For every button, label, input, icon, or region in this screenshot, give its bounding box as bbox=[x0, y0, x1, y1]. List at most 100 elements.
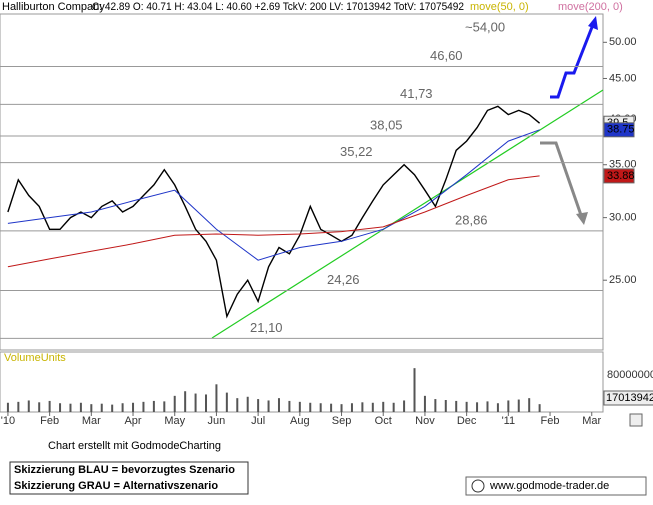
volume-bar bbox=[528, 398, 531, 412]
volume-bar bbox=[382, 401, 385, 412]
blue-arrowhead bbox=[588, 16, 598, 30]
volume-bar bbox=[194, 393, 197, 412]
volume-bar bbox=[486, 401, 489, 412]
website: www.godmode-trader.de bbox=[489, 480, 609, 492]
y-tick-label: 35.00 bbox=[609, 159, 637, 171]
legend-entry: move(200, 0) bbox=[558, 1, 623, 13]
volume-bar bbox=[152, 400, 155, 412]
last-value: 33.88 bbox=[607, 170, 635, 182]
volume-bar bbox=[142, 401, 145, 412]
volume-bar bbox=[340, 404, 343, 412]
volume-bar bbox=[236, 398, 239, 412]
volume-bar bbox=[132, 402, 135, 412]
volume-label: VolumeUnits bbox=[4, 352, 66, 364]
blue-scenario bbox=[550, 21, 596, 99]
volume-bar bbox=[17, 401, 20, 412]
volume-bar bbox=[225, 392, 228, 412]
volume-bar bbox=[517, 399, 520, 412]
volume-bar bbox=[100, 403, 103, 412]
x-tick-label: Oct bbox=[375, 415, 392, 427]
volume-tick-label: 80000000 bbox=[607, 369, 653, 381]
volume-bar bbox=[163, 401, 166, 412]
x-tick-label: Jun bbox=[208, 415, 226, 427]
volume-bar bbox=[173, 395, 176, 412]
level-label: 46,60 bbox=[430, 48, 463, 63]
volume-bar bbox=[496, 403, 499, 412]
volume-bar bbox=[27, 400, 30, 412]
volume-bar bbox=[350, 403, 353, 412]
notes-box bbox=[9, 461, 249, 495]
level-label: 38,05 bbox=[370, 117, 403, 132]
note: Skizzierung GRAU = Alternativszenario bbox=[14, 480, 218, 492]
volume-last-box bbox=[603, 390, 653, 406]
volume-bar bbox=[413, 368, 416, 412]
volume-bar bbox=[6, 402, 9, 412]
x-tick-label: Mar bbox=[82, 415, 101, 427]
volume-bar bbox=[476, 402, 479, 412]
volume-bar bbox=[90, 404, 93, 412]
trendline bbox=[211, 89, 604, 339]
grey-arrowhead bbox=[576, 212, 588, 225]
volume-bar bbox=[444, 400, 447, 412]
volume-bar bbox=[48, 400, 51, 412]
volume-panel bbox=[0, 351, 604, 413]
x-tick-label: Feb bbox=[541, 415, 560, 427]
level-label: 28,86 bbox=[455, 212, 488, 227]
grey-scenario bbox=[540, 141, 584, 219]
level-label: 41,73 bbox=[400, 86, 433, 101]
y-tick-label: 30.00 bbox=[609, 212, 637, 224]
target-label: ~54,00 bbox=[465, 19, 505, 34]
volume-bar bbox=[288, 400, 291, 412]
volume-bar bbox=[205, 394, 208, 412]
level-label: 21,10 bbox=[250, 320, 283, 335]
volume-last: 17013942 bbox=[606, 392, 653, 404]
volume-bar bbox=[455, 400, 458, 412]
volume-bar bbox=[111, 404, 114, 412]
volume-bar bbox=[361, 402, 364, 412]
footer: Chart erstellt mit GodmodeCharting bbox=[48, 440, 221, 452]
volume-bar bbox=[215, 384, 218, 412]
volume-bar bbox=[538, 404, 541, 412]
volume-bar bbox=[267, 400, 270, 412]
volume-bar bbox=[184, 391, 187, 412]
volume-bar bbox=[465, 401, 468, 412]
scroll-button[interactable] bbox=[629, 413, 643, 427]
volume-bar bbox=[403, 400, 406, 412]
volume-bar bbox=[69, 403, 72, 412]
volume-bar bbox=[319, 403, 322, 412]
volume-bar bbox=[59, 403, 62, 412]
x-tick-label: Apr bbox=[124, 415, 141, 427]
volume-bar bbox=[423, 395, 426, 412]
volume-bar bbox=[277, 398, 280, 412]
legend-entry: move(50, 0) bbox=[470, 1, 529, 13]
x-tick-label: Dec bbox=[457, 415, 477, 427]
y-tick-label: 45.00 bbox=[609, 72, 637, 84]
series-line bbox=[7, 175, 540, 268]
x-tick-label: Jul bbox=[251, 415, 265, 427]
last-value-box bbox=[603, 168, 635, 184]
volume-bar bbox=[38, 402, 41, 412]
volume-bar bbox=[434, 399, 437, 412]
last-value-box bbox=[603, 122, 635, 138]
volume-bar bbox=[257, 399, 260, 412]
x-tick-label: May bbox=[164, 415, 185, 427]
volume-bar bbox=[371, 402, 374, 412]
note: Skizzierung BLAU = bevorzugtes Szenario bbox=[14, 464, 235, 476]
volume-bar bbox=[309, 402, 312, 412]
volume-bar bbox=[79, 402, 82, 412]
volume-bar bbox=[392, 402, 395, 412]
volume-bar bbox=[330, 403, 333, 412]
volume-bar bbox=[298, 401, 301, 412]
price-panel bbox=[0, 13, 604, 351]
level-label: 24,26 bbox=[327, 272, 360, 287]
y-tick-label: 50.00 bbox=[609, 36, 637, 48]
title: Halliburton Company bbox=[2, 1, 105, 13]
logo-icon bbox=[471, 479, 485, 493]
volume-bar bbox=[121, 403, 124, 412]
x-tick-label: '10 bbox=[1, 415, 15, 427]
x-tick-label: '11 bbox=[502, 415, 516, 427]
last-value: 38.75 bbox=[607, 124, 635, 136]
quote: C: 42.89 O: 40.71 H: 43.04 L: 40.60 +2.6… bbox=[92, 1, 464, 13]
series-line bbox=[7, 129, 540, 261]
